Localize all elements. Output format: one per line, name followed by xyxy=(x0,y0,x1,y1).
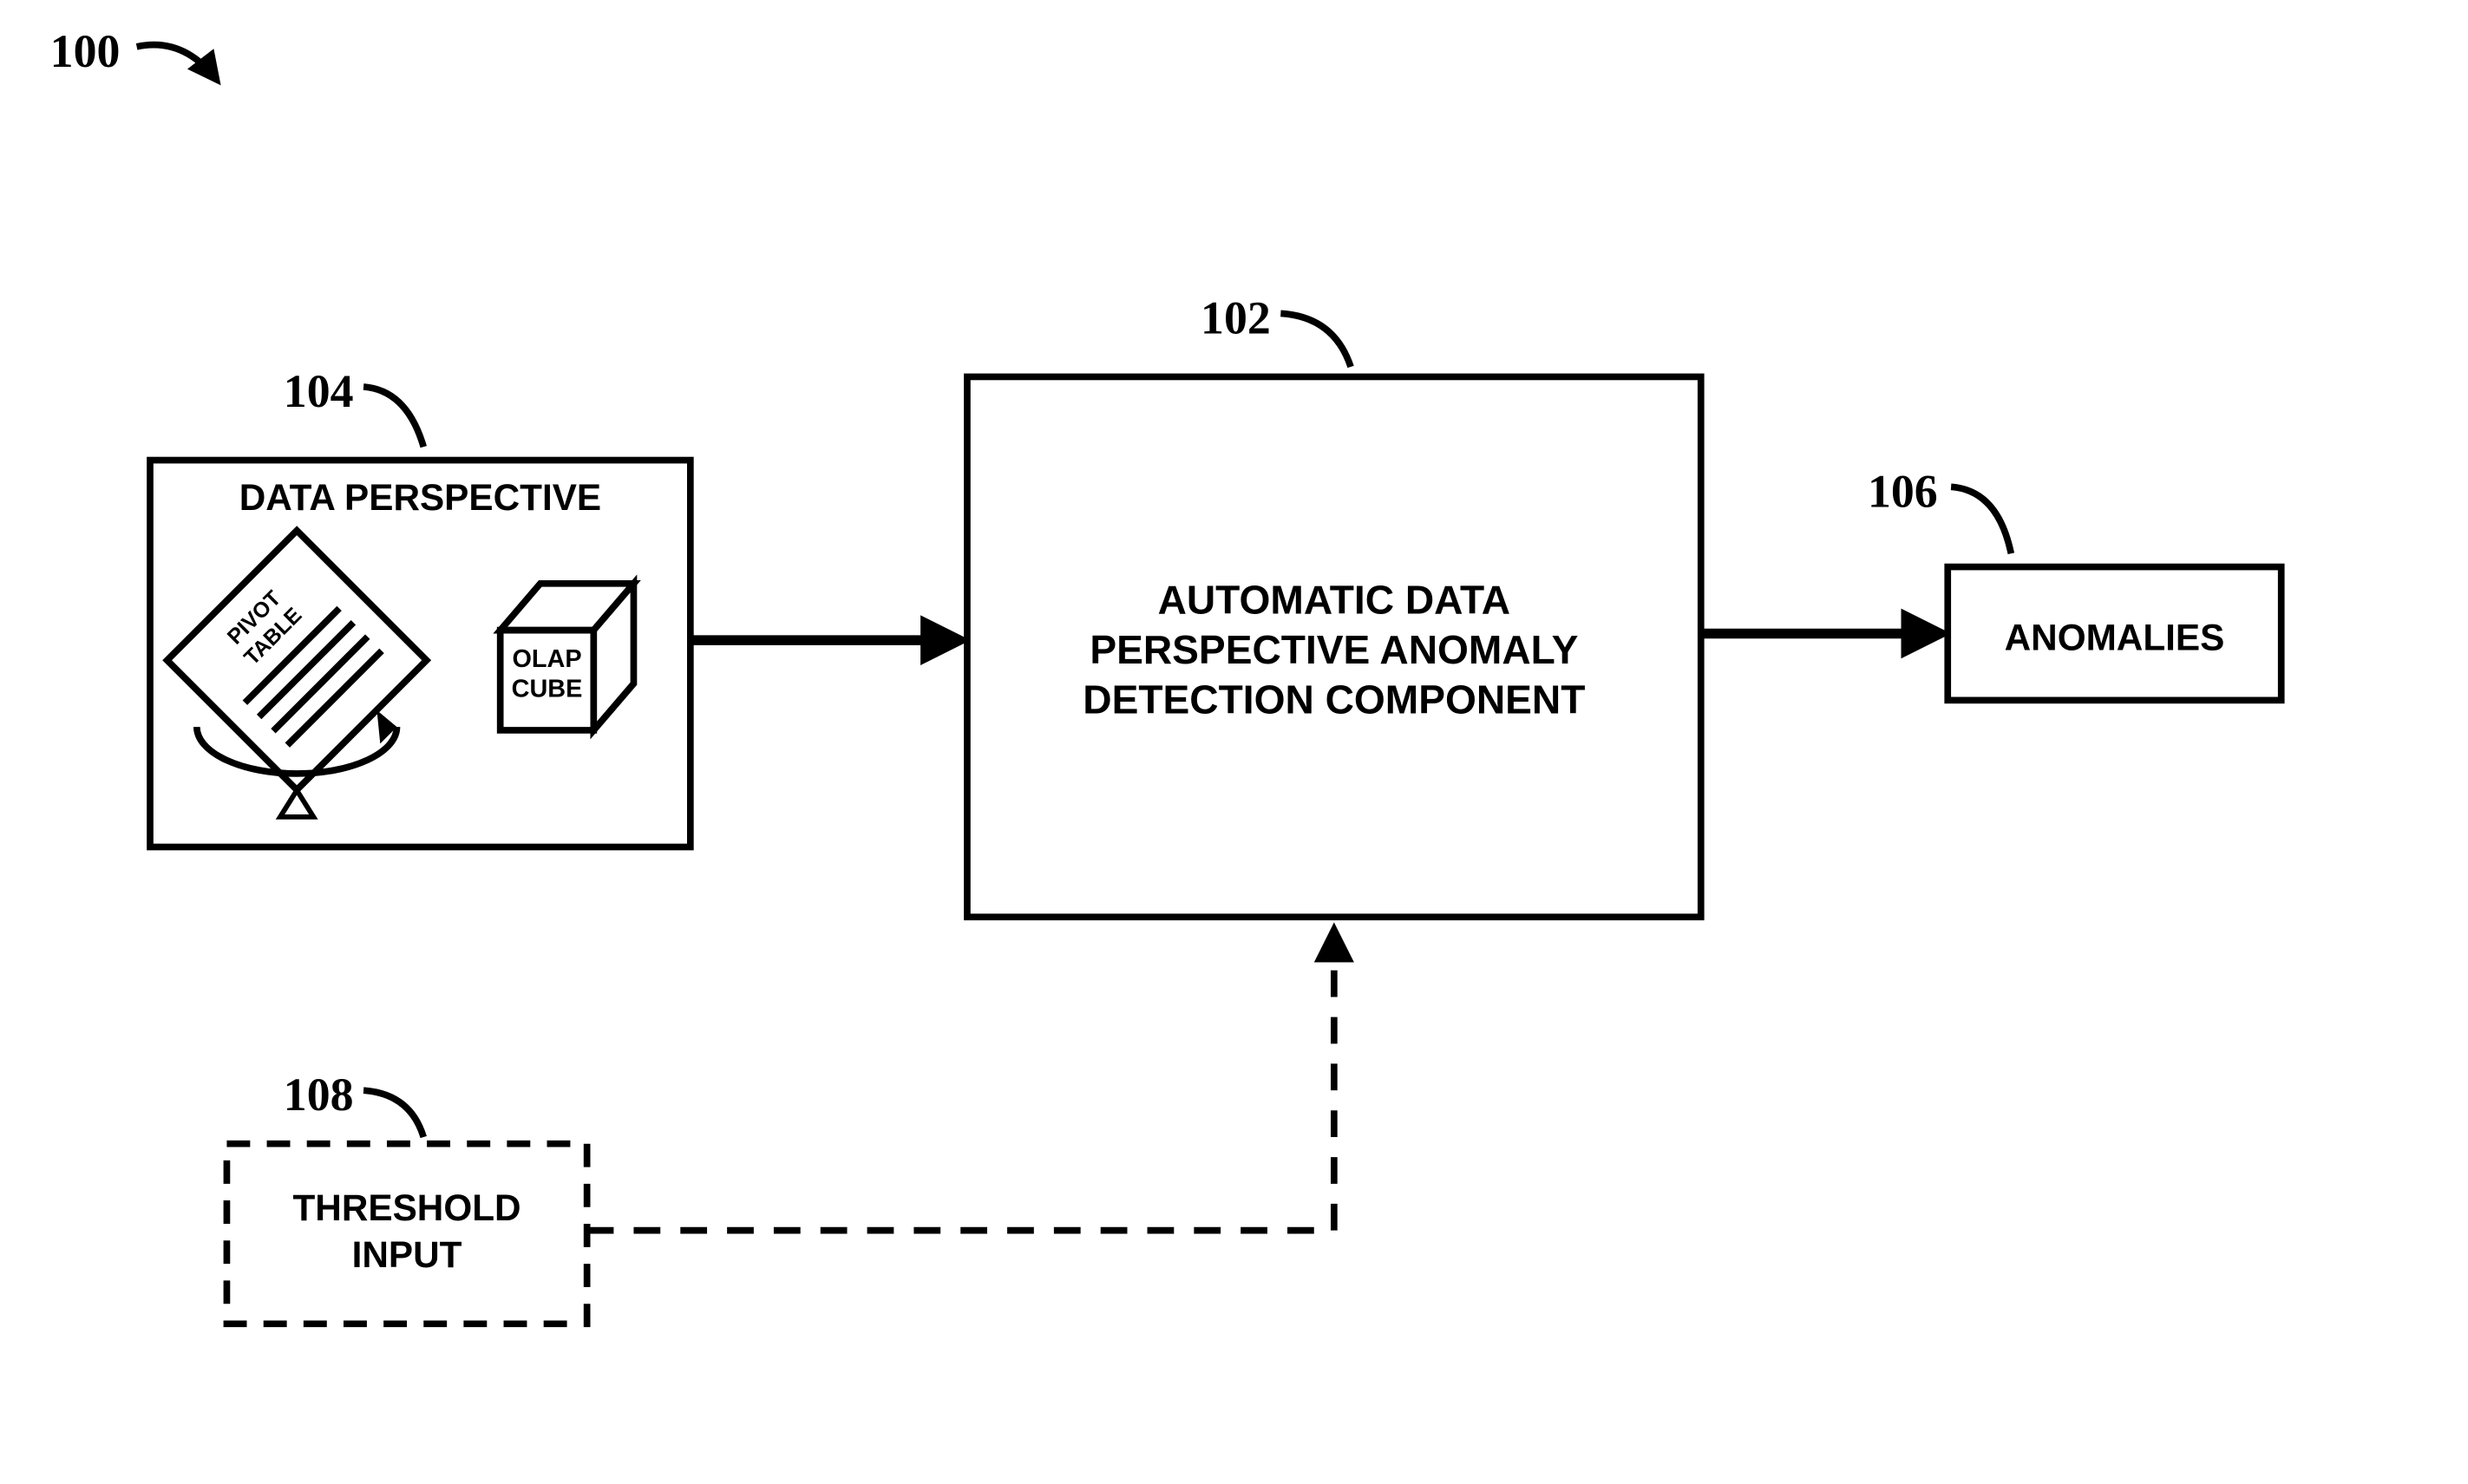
data-perspective-box: DATA PERSPECTIVE PIVOT TABLE xyxy=(150,461,691,847)
diagram-canvas: 100 DATA PERSPECTIVE PIVOT TABLE xyxy=(0,0,2468,1484)
ref-100: 100 xyxy=(50,25,217,80)
threshold-box: THRESHOLD INPUT xyxy=(226,1144,586,1324)
anomalies-label: ANOMALIES xyxy=(2005,618,2225,658)
ref-100-label: 100 xyxy=(50,25,121,77)
main-line3: DETECTION COMPONENT xyxy=(1083,677,1585,722)
data-perspective-title: DATA PERSPECTIVE xyxy=(239,477,601,518)
ref-104: 104 xyxy=(284,365,423,447)
ref-104-label: 104 xyxy=(284,365,354,417)
ref-106-label: 106 xyxy=(1868,465,1938,517)
main-line2: PERSPECTIVE ANOMALY xyxy=(1090,627,1578,672)
ref-102-label: 102 xyxy=(1201,291,1271,343)
threshold-line1: THRESHOLD xyxy=(292,1187,520,1228)
arrow-threshold-to-main xyxy=(587,931,1334,1231)
olap-label-2: CUBE xyxy=(512,676,583,703)
threshold-line2: INPUT xyxy=(352,1234,462,1275)
anomalies-box: ANOMALIES xyxy=(1948,567,2281,701)
ref-102: 102 xyxy=(1201,291,1351,366)
ref-106: 106 xyxy=(1868,465,2011,553)
olap-cube-icon: OLAP CUBE xyxy=(501,584,634,730)
ref-108: 108 xyxy=(284,1069,423,1137)
ref-108-label: 108 xyxy=(284,1069,354,1121)
main-line1: AUTOMATIC DATA xyxy=(1158,577,1511,622)
olap-label-1: OLAP xyxy=(512,645,581,673)
main-box: AUTOMATIC DATA PERSPECTIVE ANOMALY DETEC… xyxy=(967,376,1701,917)
